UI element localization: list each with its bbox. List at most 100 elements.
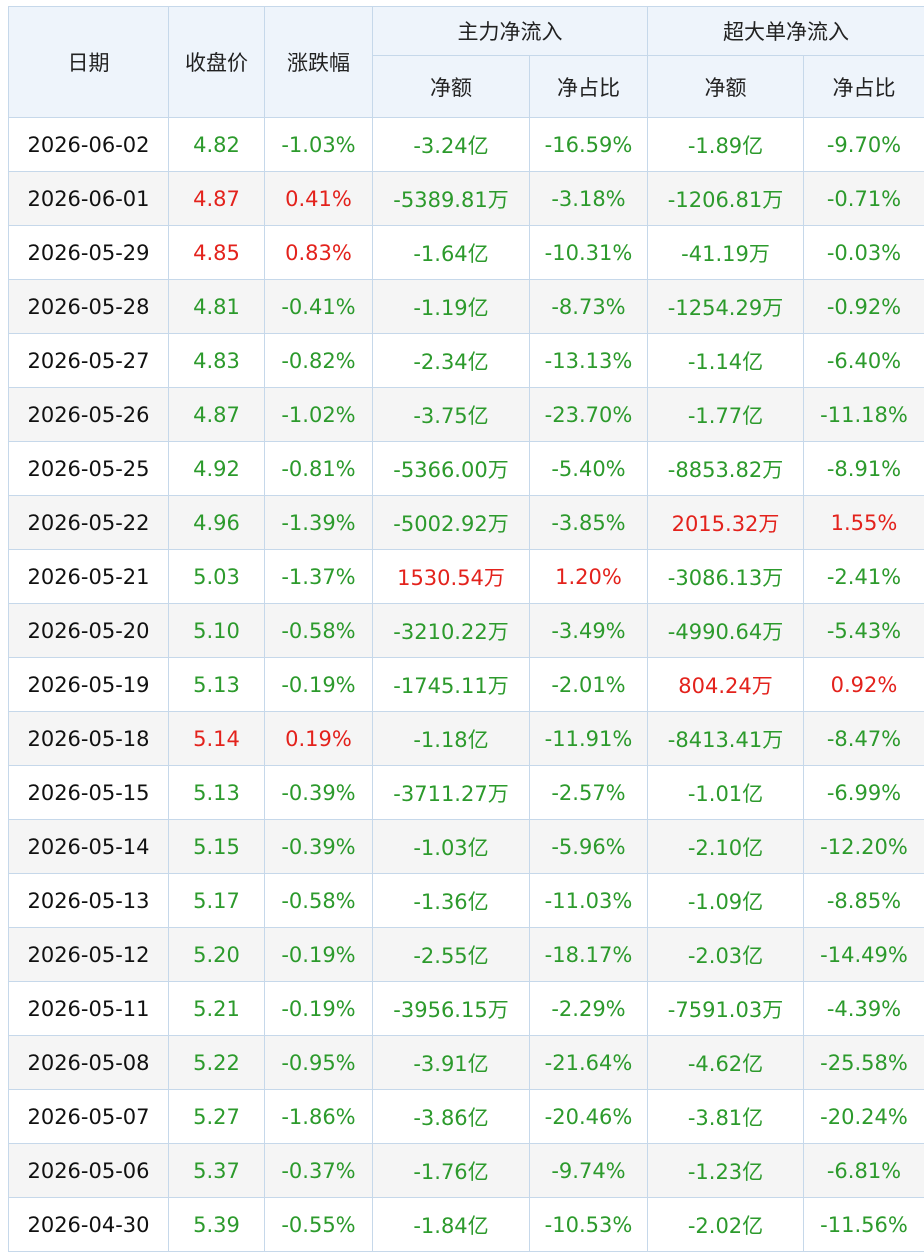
table-cell: -3.86亿 (372, 1089, 530, 1144)
table-cell: -0.92% (803, 279, 924, 334)
table-cell: -18.17% (529, 927, 648, 982)
table-cell: -2.41% (803, 549, 924, 604)
table-cell: -6.40% (803, 333, 924, 388)
table-cell: -0.95% (264, 1035, 373, 1090)
table-cell: -1.14亿 (647, 333, 804, 388)
header-cell: 净额 (647, 55, 804, 118)
table-cell: -25.58% (803, 1035, 924, 1090)
table-cell: -0.58% (264, 603, 373, 658)
table-cell: -3086.13万 (647, 549, 804, 604)
header-cell: 超大单净流入 (647, 6, 924, 56)
header-cell: 净额 (372, 55, 530, 118)
table-cell: -1206.81万 (647, 171, 804, 226)
table-cell: 2015.32万 (647, 495, 804, 550)
table-cell: 5.22 (168, 1035, 265, 1090)
table-cell: 5.13 (168, 657, 265, 712)
table-row: 2026-05-28 4.81 -0.41% -1.19亿 -8.73% -1254.29… (8, 279, 924, 334)
table-cell: -1.03% (264, 117, 373, 172)
table-cell: 2026-05-11 (8, 981, 169, 1036)
table-cell: -2.01% (529, 657, 648, 712)
table-cell: -3.49% (529, 603, 648, 658)
table-cell: 4.96 (168, 495, 265, 550)
table-cell: 2026-05-12 (8, 927, 169, 982)
table-cell: -2.02亿 (647, 1197, 804, 1252)
table-cell: 2026-05-21 (8, 549, 169, 604)
table-cell: -1.64亿 (372, 225, 530, 280)
table-cell: -8.85% (803, 873, 924, 928)
table-cell: -41.19万 (647, 225, 804, 280)
table-cell: -3210.22万 (372, 603, 530, 658)
table-cell: 2026-05-13 (8, 873, 169, 928)
table-cell: 5.14 (168, 711, 265, 766)
table-cell: -6.81% (803, 1143, 924, 1198)
table-cell: -1.76亿 (372, 1143, 530, 1198)
table-cell: 4.81 (168, 279, 265, 334)
table-cell: -3.24亿 (372, 117, 530, 172)
table-row: 2026-05-12 5.20 -0.19% -2.55亿 -18.17% -2.03亿 -… (8, 927, 924, 982)
table-cell: 5.20 (168, 927, 265, 982)
table-cell: 4.85 (168, 225, 265, 280)
table-cell: 2026-05-26 (8, 387, 169, 442)
table-cell: 1.55% (803, 495, 924, 550)
table-cell: -4.62亿 (647, 1035, 804, 1090)
table-cell: 5.03 (168, 549, 265, 604)
table-cell: 2026-06-02 (8, 117, 169, 172)
table-cell: -16.59% (529, 117, 648, 172)
table-cell: -1.39% (264, 495, 373, 550)
table-cell: -1.09亿 (647, 873, 804, 928)
header-cell: 日期 (8, 6, 169, 118)
table-cell: -1.23亿 (647, 1143, 804, 1198)
fund-flow-table: 日期 收盘价 涨跌幅 主力净流入 超大单净流入 净额 净占比 净额 净占比 20… (8, 6, 924, 1252)
table-row: 2026-04-30 5.39 -0.55% -1.84亿 -10.53% -2.02亿 -… (8, 1197, 924, 1252)
table-cell: -23.70% (529, 387, 648, 442)
table-cell: -13.13% (529, 333, 648, 388)
table-cell: -3.18% (529, 171, 648, 226)
table-cell: 2026-05-28 (8, 279, 169, 334)
table-cell: -5.96% (529, 819, 648, 874)
table-row: 2026-05-21 5.03 -1.37% 1530.54万 1.20% -3086.1… (8, 549, 924, 604)
table-row: 2026-05-13 5.17 -0.58% -1.36亿 -11.03% -1.09亿 -… (8, 873, 924, 928)
table-cell: 2026-05-25 (8, 441, 169, 496)
header-cell: 主力净流入 (372, 6, 648, 56)
table-cell: -1.19亿 (372, 279, 530, 334)
header-cell: 净占比 (803, 55, 924, 118)
table-cell: 2026-05-15 (8, 765, 169, 820)
table-cell: -11.03% (529, 873, 648, 928)
table-cell: -5002.92万 (372, 495, 530, 550)
table-cell: -4.39% (803, 981, 924, 1036)
table-cell: 2026-05-19 (8, 657, 169, 712)
table-cell: -0.81% (264, 441, 373, 496)
table-cell: -0.39% (264, 819, 373, 874)
table-row: 2026-06-01 4.87 0.41% -5389.81万 -3.18% -1206.… (8, 171, 924, 226)
table-cell: -1745.11万 (372, 657, 530, 712)
table-cell: -8853.82万 (647, 441, 804, 496)
table-row: 2026-05-29 4.85 0.83% -1.64亿 -10.31% -41.19万 -… (8, 225, 924, 280)
table-cell: -11.18% (803, 387, 924, 442)
table-row: 2026-05-25 4.92 -0.81% -5366.00万 -5.40% -8853… (8, 441, 924, 496)
table-cell: 2026-04-30 (8, 1197, 169, 1252)
header-cell: 净占比 (529, 55, 648, 118)
table-cell: -1.18亿 (372, 711, 530, 766)
table-cell: -0.71% (803, 171, 924, 226)
table-cell: -7591.03万 (647, 981, 804, 1036)
table-cell: -0.55% (264, 1197, 373, 1252)
table-cell: -2.34亿 (372, 333, 530, 388)
table-cell: -14.49% (803, 927, 924, 982)
table-row: 2026-05-08 5.22 -0.95% -3.91亿 -21.64% -4.62亿 -… (8, 1035, 924, 1090)
table-cell: -8.47% (803, 711, 924, 766)
table-cell: -1.36亿 (372, 873, 530, 928)
table-cell: 4.87 (168, 387, 265, 442)
table-cell: 0.41% (264, 171, 373, 226)
table-cell: -1.02% (264, 387, 373, 442)
table-cell: 4.92 (168, 441, 265, 496)
table-cell: 5.39 (168, 1197, 265, 1252)
table-cell: -0.58% (264, 873, 373, 928)
table-row: 2026-05-27 4.83 -0.82% -2.34亿 -13.13% -1.14亿 -… (8, 333, 924, 388)
table-cell: -3956.15万 (372, 981, 530, 1036)
table-cell: -1254.29万 (647, 279, 804, 334)
table-cell: -8.73% (529, 279, 648, 334)
table-row: 2026-05-14 5.15 -0.39% -1.03亿 -5.96% -2.10亿 -1… (8, 819, 924, 874)
table-cell: -3.91亿 (372, 1035, 530, 1090)
table-cell: 2026-05-18 (8, 711, 169, 766)
table-cell: -1.01亿 (647, 765, 804, 820)
